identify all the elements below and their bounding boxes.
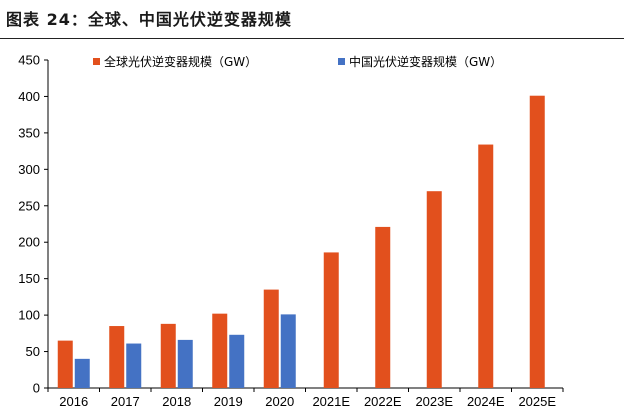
x-tick-label: 2017 bbox=[111, 394, 140, 407]
bar-global-2019 bbox=[212, 313, 228, 388]
bar-global-2016 bbox=[57, 340, 73, 388]
y-tick-label: 0 bbox=[33, 381, 40, 396]
bars bbox=[57, 95, 545, 389]
title-rule bbox=[0, 38, 624, 39]
x-tick-label: 2018 bbox=[162, 394, 191, 407]
legend-label-china: 中国光伏逆变器规模（GW） bbox=[349, 54, 502, 69]
x-tick-label: 2023E bbox=[415, 394, 453, 407]
chart-legend: 全球光伏逆变器规模（GW） 中国光伏逆变器规模（GW） bbox=[93, 54, 502, 69]
bar-global-2024E bbox=[478, 144, 494, 388]
x-tick-label: 2021E bbox=[312, 394, 350, 407]
y-axis-ticks: 0 50 100 150 200 250 300 350 400 450 bbox=[18, 53, 48, 396]
bar-china-2016 bbox=[74, 358, 90, 388]
x-tick-label: 2024E bbox=[467, 394, 505, 407]
figure-title: 图表 24：全球、中国光伏逆变器规模 bbox=[6, 10, 292, 29]
bar-global-2022E bbox=[375, 226, 391, 388]
bar-global-2021E bbox=[323, 252, 339, 388]
bar-china-2017 bbox=[126, 343, 142, 388]
bar-global-2018 bbox=[160, 323, 176, 388]
y-tick-label: 350 bbox=[18, 125, 40, 140]
bar-global-2017 bbox=[109, 326, 125, 388]
bar-global-2025E bbox=[529, 95, 545, 389]
bar-global-2020 bbox=[263, 289, 279, 388]
y-tick-label: 50 bbox=[26, 344, 40, 359]
legend-swatch-china bbox=[338, 58, 345, 65]
x-tick-label: 2020 bbox=[265, 394, 294, 407]
y-tick-label: 100 bbox=[18, 308, 40, 323]
legend-swatch-global bbox=[93, 58, 100, 65]
x-axis-ticks: 2016 2017 2018 2019 2020 2021E 2022E 2023E 2024E… bbox=[47, 388, 564, 407]
bar-china-2020 bbox=[280, 314, 296, 388]
y-tick-label: 250 bbox=[18, 198, 40, 213]
x-tick-label: 2016 bbox=[59, 394, 88, 407]
legend-label-global: 全球光伏逆变器规模（GW） bbox=[104, 54, 257, 69]
x-tick-label: 2025E bbox=[518, 394, 556, 407]
y-tick-label: 300 bbox=[18, 162, 40, 177]
y-tick-label: 450 bbox=[18, 53, 40, 68]
y-tick-label: 200 bbox=[18, 235, 40, 250]
bar-global-2023E bbox=[426, 191, 442, 388]
x-tick-label: 2019 bbox=[214, 394, 243, 407]
x-tick-label: 2022E bbox=[364, 394, 402, 407]
y-tick-label: 150 bbox=[18, 271, 40, 286]
bar-china-2019 bbox=[229, 334, 245, 388]
y-tick-label: 400 bbox=[18, 89, 40, 104]
bar-china-2018 bbox=[177, 339, 193, 388]
